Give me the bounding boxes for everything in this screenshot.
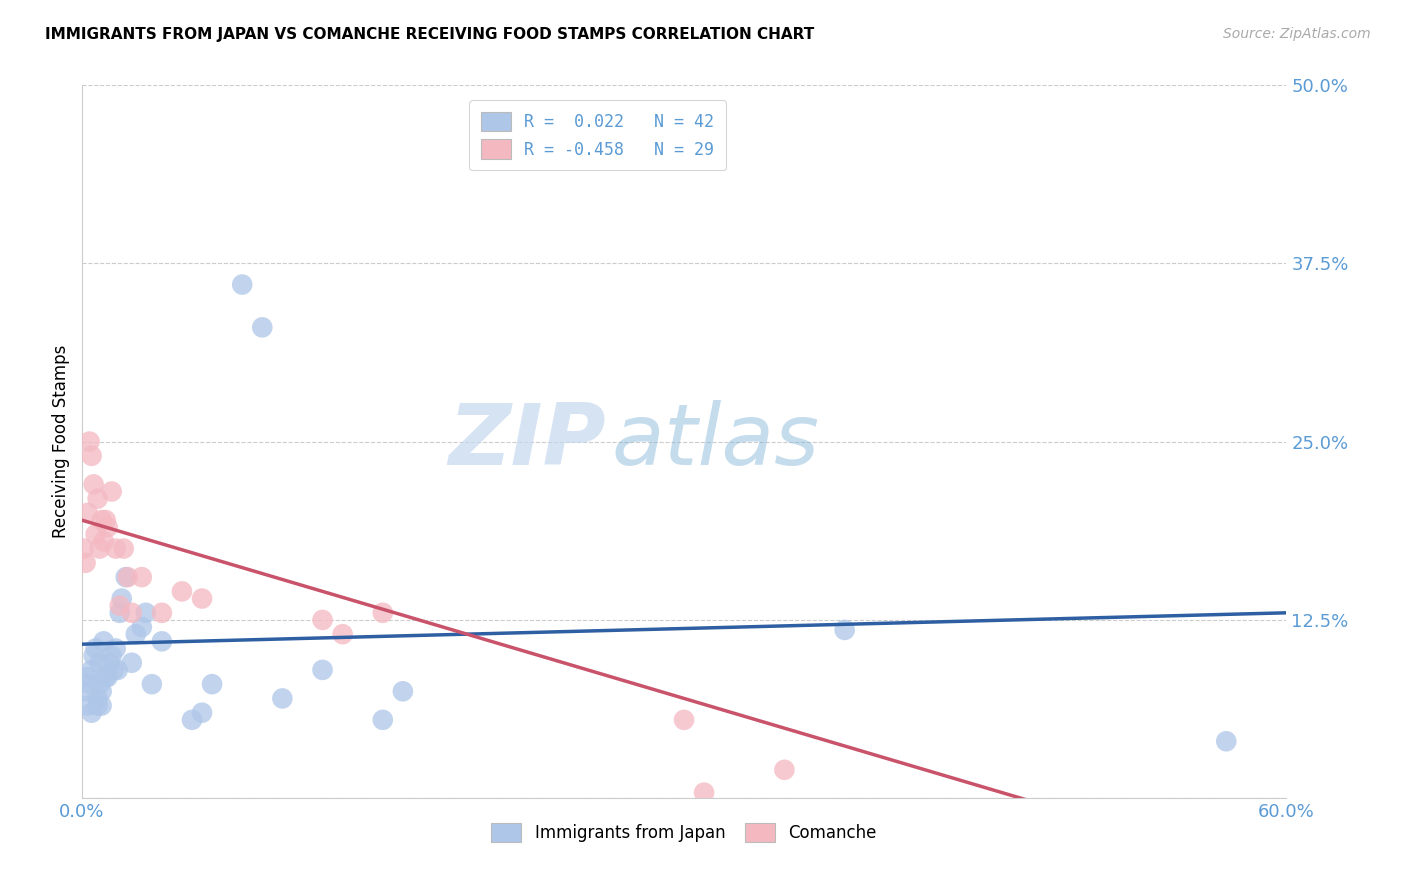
Point <box>108 599 131 613</box>
Point <box>90 684 112 698</box>
Point <box>93 534 115 549</box>
Point <box>86 491 108 506</box>
Point <box>89 677 111 691</box>
Point <box>271 691 294 706</box>
Point <box>90 513 112 527</box>
Point <box>89 541 111 556</box>
Y-axis label: Receiving Food Stamps: Receiving Food Stamps <box>52 345 70 538</box>
Point <box>98 656 121 670</box>
Point <box>150 634 173 648</box>
Point <box>97 670 120 684</box>
Point <box>131 620 153 634</box>
Point <box>834 623 856 637</box>
Point <box>673 713 696 727</box>
Legend: Immigrants from Japan, Comanche: Immigrants from Japan, Comanche <box>482 814 886 851</box>
Point <box>80 449 103 463</box>
Point <box>111 591 134 606</box>
Point <box>76 506 98 520</box>
Point <box>104 541 127 556</box>
Point <box>100 648 122 663</box>
Point <box>75 556 97 570</box>
Point <box>311 663 333 677</box>
Point <box>112 541 135 556</box>
Point <box>121 656 143 670</box>
Point <box>79 434 101 449</box>
Point <box>86 691 108 706</box>
Point <box>252 320 274 334</box>
Point <box>114 570 136 584</box>
Point <box>94 670 117 684</box>
Point <box>76 698 98 713</box>
Point <box>72 541 94 556</box>
Point <box>84 641 107 656</box>
Point <box>79 677 101 691</box>
Point <box>141 677 163 691</box>
Point <box>89 656 111 670</box>
Point <box>371 606 394 620</box>
Text: IMMIGRANTS FROM JAPAN VS COMANCHE RECEIVING FOOD STAMPS CORRELATION CHART: IMMIGRANTS FROM JAPAN VS COMANCHE RECEIV… <box>45 27 814 42</box>
Point <box>76 670 98 684</box>
Point <box>371 713 394 727</box>
Point <box>93 634 115 648</box>
Point <box>181 713 204 727</box>
Point <box>135 606 157 620</box>
Point <box>121 606 143 620</box>
Point <box>1215 734 1237 748</box>
Point <box>117 570 139 584</box>
Text: ZIP: ZIP <box>449 400 606 483</box>
Text: atlas: atlas <box>612 400 820 483</box>
Point <box>108 606 131 620</box>
Point <box>100 484 122 499</box>
Point <box>332 627 354 641</box>
Point <box>103 663 125 677</box>
Point <box>392 684 415 698</box>
Point <box>191 706 214 720</box>
Point <box>83 477 105 491</box>
Point <box>773 763 796 777</box>
Point <box>125 627 148 641</box>
Point <box>107 663 129 677</box>
Point <box>80 706 103 720</box>
Point <box>86 698 108 713</box>
Text: Source: ZipAtlas.com: Source: ZipAtlas.com <box>1223 27 1371 41</box>
Point <box>191 591 214 606</box>
Point <box>84 527 107 541</box>
Point <box>75 684 97 698</box>
Point <box>80 663 103 677</box>
Point <box>201 677 224 691</box>
Point <box>131 570 153 584</box>
Point <box>693 786 716 800</box>
Point <box>170 584 193 599</box>
Point <box>83 648 105 663</box>
Point <box>90 698 112 713</box>
Point <box>94 513 117 527</box>
Point <box>97 520 120 534</box>
Point <box>311 613 333 627</box>
Point <box>104 641 127 656</box>
Point <box>150 606 173 620</box>
Point <box>231 277 253 292</box>
